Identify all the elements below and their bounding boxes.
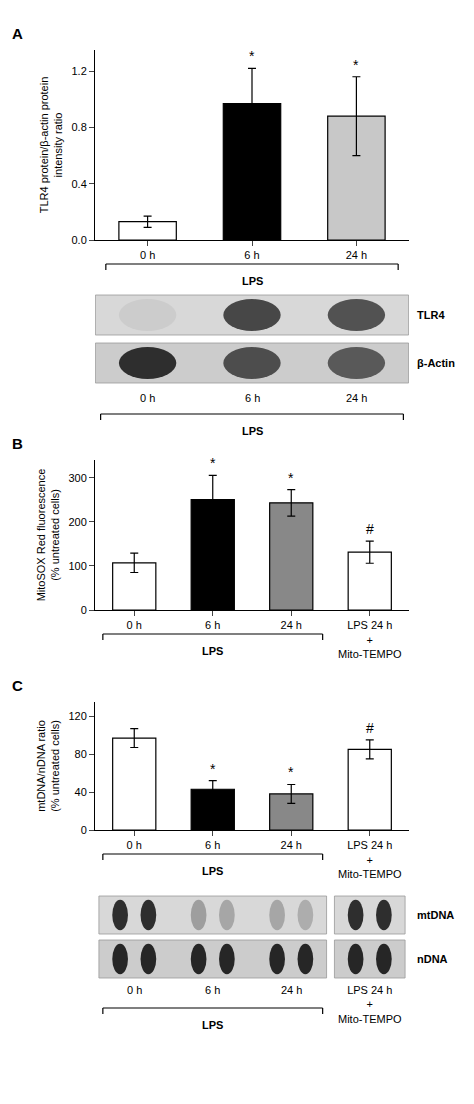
svg-text:TLR4 protein/β-actin proteinin: TLR4 protein/β-actin proteinintensity ra…	[38, 77, 64, 214]
svg-text:*: *	[288, 470, 294, 486]
svg-text:*: *	[249, 48, 255, 64]
svg-text:200: 200	[68, 516, 86, 528]
svg-text:24 h: 24 h	[346, 392, 367, 404]
svg-text:6 h: 6 h	[245, 392, 260, 404]
svg-text:LPS 24 h+Mito-TEMPO: LPS 24 h+Mito-TEMPO	[338, 839, 402, 880]
svg-text:120: 120	[68, 710, 86, 722]
svg-text:0.4: 0.4	[72, 178, 87, 190]
svg-text:C: C	[12, 677, 23, 694]
svg-text:40: 40	[75, 786, 87, 798]
svg-text:0: 0	[81, 604, 87, 616]
svg-text:6 h: 6 h	[205, 839, 220, 851]
svg-text:24 h: 24 h	[281, 984, 302, 996]
svg-text:nDNA: nDNA	[417, 953, 448, 965]
svg-text:6 h: 6 h	[244, 249, 259, 261]
svg-text:mtDNA: mtDNA	[417, 909, 454, 921]
svg-text:1.2: 1.2	[72, 65, 87, 77]
svg-text:mtDNA/nDNA ratio(% untreated c: mtDNA/nDNA ratio(% untreated cells)	[35, 720, 61, 812]
svg-text:24 h: 24 h	[281, 839, 302, 851]
svg-text:0 h: 0 h	[127, 984, 142, 996]
svg-text:LPS 24 h+Mito-TEMPO: LPS 24 h+Mito-TEMPO	[338, 619, 402, 660]
svg-text:0.8: 0.8	[72, 121, 87, 133]
svg-text:#: #	[366, 720, 374, 736]
svg-text:0 h: 0 h	[127, 839, 142, 851]
svg-text:0.0: 0.0	[72, 234, 87, 246]
svg-text:LPS: LPS	[242, 275, 263, 287]
svg-text:0 h: 0 h	[140, 392, 155, 404]
svg-text:LPS: LPS	[202, 865, 223, 877]
svg-text:100: 100	[68, 560, 86, 572]
svg-text:24 h: 24 h	[281, 619, 302, 631]
svg-text:*: *	[210, 761, 216, 777]
svg-text:24 h: 24 h	[346, 249, 367, 261]
svg-text:#: #	[366, 521, 374, 537]
svg-text:*: *	[353, 57, 359, 73]
svg-text:6 h: 6 h	[205, 619, 220, 631]
svg-text:*: *	[288, 764, 294, 780]
svg-text:6 h: 6 h	[205, 984, 220, 996]
svg-text:300: 300	[68, 472, 86, 484]
svg-text:LPS 24 h+Mito-TEMPO: LPS 24 h+Mito-TEMPO	[338, 984, 402, 1025]
svg-text:LPS: LPS	[242, 425, 263, 437]
svg-text:0 h: 0 h	[140, 249, 155, 261]
svg-text:MitoSOX Red fluorescence(% unt: MitoSOX Red fluorescence(% untreated cel…	[35, 469, 61, 602]
svg-text:TLR4: TLR4	[417, 309, 445, 321]
svg-text:B: B	[12, 435, 23, 452]
svg-text:β-Actin: β-Actin	[417, 357, 455, 369]
svg-text:A: A	[12, 25, 23, 42]
svg-text:0: 0	[81, 824, 87, 836]
svg-text:LPS: LPS	[202, 1019, 223, 1031]
svg-text:*: *	[210, 455, 216, 471]
svg-text:LPS: LPS	[202, 645, 223, 657]
svg-text:0 h: 0 h	[127, 619, 142, 631]
svg-text:80: 80	[75, 748, 87, 760]
